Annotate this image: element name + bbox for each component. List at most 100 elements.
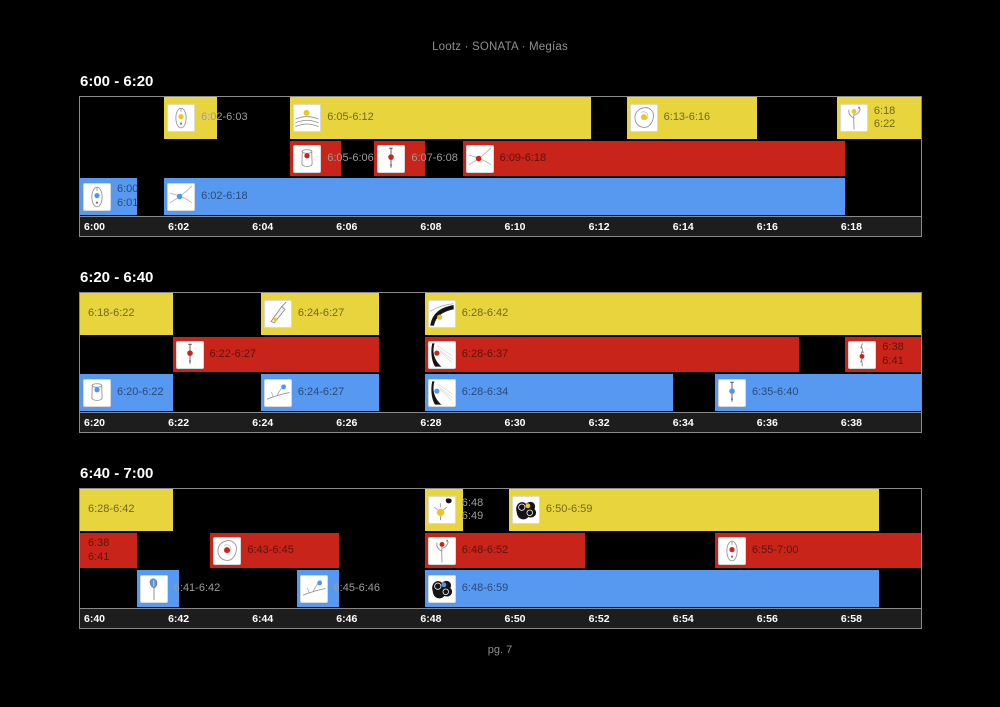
- basket-icon: [293, 144, 322, 173]
- event-time-label: 6:18 6:22: [873, 104, 896, 130]
- event-segment-ink-swirl: 6:48-6:59: [424, 570, 879, 607]
- event-segment-seed-pod: 6:02-6:03: [164, 97, 248, 139]
- event-segment-branch: 6:24-6:27: [260, 374, 379, 411]
- track-yellow: 6:18-6:22 6:24-6:27 6:28-6:42: [80, 293, 921, 335]
- axis-tick: 6:34: [672, 416, 694, 429]
- bulb-icon: [427, 496, 456, 524]
- dark-wave-icon: [427, 300, 456, 328]
- event-segment-net-claw: 6:28-6:37: [424, 337, 800, 372]
- time-axis: 6:00 6:02 6:04 6:06 6:08 6:10 6:12 6:14 6:16 6:18: [80, 216, 921, 236]
- dragonfly-icon: [299, 574, 328, 603]
- axis-tick: 6:16: [756, 220, 778, 233]
- event-segment-arc-line: 6:02-6:18: [164, 178, 846, 215]
- event-time-label: 6:05-6:12: [327, 111, 374, 124]
- timeline-section: 6:40 - 7:00 6:28-6:42 6:48 6:49 6:50-6:59 6:…: [79, 465, 922, 629]
- event-segment-crossing-arcs: 6:09-6:18: [462, 141, 846, 176]
- timeline-section: 6:00 - 6:20 6:02-6:03 6:05-6:12 6:13-6:16 6:…: [79, 73, 922, 237]
- sprout-figure-icon: [427, 536, 456, 565]
- bug-icon: [717, 378, 746, 407]
- event-time-label: 6:20-6:22: [117, 385, 164, 398]
- axis-tick: 6:52: [588, 612, 610, 625]
- net-claw-icon: [427, 340, 456, 369]
- axis-tick: 6:32: [588, 416, 610, 429]
- event-time-label: 6:41-6:42: [173, 581, 221, 594]
- axis-tick: 6:30: [504, 416, 526, 429]
- axis-tick: 6:26: [336, 416, 358, 429]
- event-segment-seed-pod: 6:00 6:01: [80, 178, 138, 215]
- event-segment-basket: 6:05-6:06: [290, 141, 374, 176]
- ink-bubbles-icon: [511, 496, 540, 524]
- event-time-label: 6:55-7:00: [751, 543, 799, 556]
- event-segment-bug: 6:35-6:40: [714, 374, 921, 411]
- axis-tick: 6:12: [588, 220, 610, 233]
- page-title: Lootz · SONATA · Megías: [432, 41, 568, 53]
- axis-tick: 6:46: [336, 612, 358, 625]
- axis-tick: 6:10: [504, 220, 526, 233]
- axis-tick: 6:02: [168, 220, 190, 233]
- axis-tick: 6:22: [168, 416, 190, 429]
- timeline-grid: 6:02-6:03 6:05-6:12 6:13-6:16 6:18 6:22 6:05…: [79, 96, 922, 237]
- event-segment-basket: 6:20-6:22: [80, 374, 173, 411]
- axis-tick: 6:18: [840, 220, 862, 233]
- axis-tick: 6:38: [840, 416, 862, 429]
- event-segment-needle-drop: 6:07-6:08: [374, 141, 458, 176]
- track-red: 6:05-6:06 6:07-6:08 6:09-6:18: [80, 141, 921, 176]
- event-time-label: 6:24-6:27: [297, 307, 345, 320]
- timeline-section: 6:20 - 6:40 6:18-6:22 6:24-6:27 6:28-6:42 6:…: [79, 269, 922, 433]
- axis-tick: 6:24: [252, 416, 274, 429]
- track-yellow: 6:28-6:42 6:48 6:49 6:50-6:59: [80, 489, 921, 531]
- seed-pod-icon: [83, 182, 111, 211]
- ant-flower-icon: [213, 536, 242, 565]
- event-segment-sprout-figure: 6:18 6:22: [836, 97, 921, 139]
- axis-tick: 6:50: [504, 612, 526, 625]
- event-segment-brain-shell: 6:13-6:16: [626, 97, 757, 139]
- event-segment-spine: 6:38 6:41: [845, 337, 921, 372]
- event-time-label: 6:28-6:37: [461, 347, 509, 360]
- section-title: 6:20 - 6:40: [80, 269, 154, 286]
- event-time-label: 6:38 6:41: [882, 341, 904, 367]
- axis-tick: 6:28: [420, 416, 442, 429]
- event-time-label: 6:38 6:41: [88, 537, 110, 563]
- event-time-label: 6:48-6:59: [461, 581, 509, 594]
- event-time-label: 6:48 6:49: [461, 496, 484, 522]
- axis-tick: 6:36: [756, 416, 778, 429]
- leaf-icon: [139, 574, 168, 603]
- event-segment-bulb: 6:48 6:49: [424, 489, 483, 531]
- axis-tick: 6:48: [420, 612, 442, 625]
- event-time-label: 6:24-6:27: [297, 385, 345, 398]
- seed-pod-icon: [717, 536, 746, 565]
- axis-tick: 6:00: [84, 220, 106, 233]
- sprout-figure-icon: [839, 104, 868, 132]
- event-time-label: 6:13-6:16: [663, 111, 711, 124]
- needle-drop-icon: [175, 340, 204, 369]
- event-time-label: 6:43-6:45: [247, 543, 294, 556]
- sun-waves-icon: [293, 104, 322, 132]
- spine-icon: [848, 340, 877, 369]
- event-time-label: 6:28-6:42: [88, 503, 135, 516]
- event-segment-dragonfly: 6:45-6:46: [296, 570, 380, 607]
- crossing-arcs-icon: [465, 144, 494, 173]
- event-time-label: 6:45-6:46: [333, 581, 381, 594]
- axis-tick: 6:58: [840, 612, 862, 625]
- axis-tick: 6:56: [756, 612, 778, 625]
- axis-tick: 6:06: [336, 220, 358, 233]
- event-segment-ink-bubbles: 6:50-6:59: [508, 489, 879, 531]
- event-time-label: 6:28-6:42: [461, 307, 509, 320]
- axis-tick: 6:20: [84, 416, 106, 429]
- event-time-label: 6:35-6:40: [751, 385, 799, 398]
- ink-swirl-icon: [427, 574, 456, 603]
- event-time-label: 6:02-6:03: [201, 111, 248, 124]
- event-segment-needle-drop: 6:22-6:27: [172, 337, 379, 372]
- knife-icon: [263, 300, 292, 328]
- track-blue: 6:20-6:22 6:24-6:27 6:28-6:34 6:35-6:40: [80, 374, 921, 411]
- event-segment-dark-wave: 6:28-6:42: [424, 293, 921, 335]
- track-blue: 6:41-6:42 6:45-6:46 6:48-6:59: [80, 570, 921, 607]
- event-segment-knife: 6:24-6:27: [260, 293, 379, 335]
- axis-tick: 6:40: [84, 612, 106, 625]
- event-segment-sprout-figure: 6:48-6:52: [424, 533, 585, 568]
- event-segment: 6:38 6:41: [80, 533, 137, 568]
- needle-drop-icon: [377, 144, 406, 173]
- section-title: 6:40 - 7:00: [80, 465, 154, 482]
- axis-tick: 6:14: [672, 220, 694, 233]
